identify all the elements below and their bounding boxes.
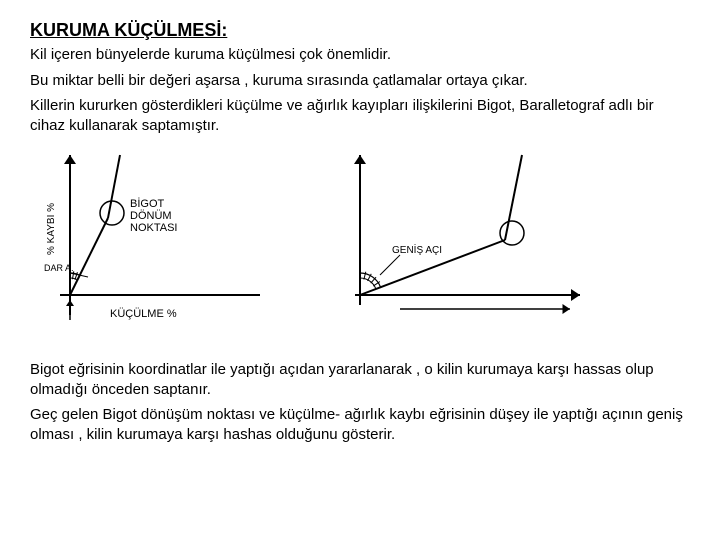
paragraph-2: Bu miktar belli bir değeri aşarsa , kuru… — [30, 71, 690, 91]
svg-text:KÜÇÜLME %: KÜÇÜLME % — [110, 308, 177, 320]
paragraph-1: Kil içeren bünyelerde kuruma küçülmesi ç… — [30, 45, 690, 65]
paragraph-3: Killerin kururken gösterdikleri küçülme … — [30, 96, 690, 135]
page-title: KURUMA KÜÇÜLMESİ: — [30, 20, 690, 41]
svg-text:DÖNÜM: DÖNÜM — [130, 210, 172, 222]
bigot-chart-narrow: % KAYBI % KÜÇÜLME % DAR A. BİGOTDÖNÜMNOKTAS… — [40, 145, 290, 350]
bigot-chart-wide: GENİŞ AÇI — [330, 145, 620, 350]
svg-text:DAR A.: DAR A. — [44, 263, 74, 273]
svg-text:GENİŞ AÇI: GENİŞ AÇI — [392, 243, 442, 256]
figure-row: % KAYBI % KÜÇÜLME % DAR A. BİGOTDÖNÜMNOKTAS… — [40, 145, 690, 350]
svg-text:NOKTASI: NOKTASI — [130, 222, 177, 234]
svg-text:BİGOT: BİGOT — [130, 197, 165, 210]
paragraph-4: Bigot eğrisinin koordinatlar ile yaptığı… — [30, 360, 690, 399]
svg-text:% KAYBI %: % KAYBI % — [46, 203, 57, 255]
paragraph-5: Geç gelen Bigot dönüşüm noktası ve küçül… — [30, 405, 690, 444]
